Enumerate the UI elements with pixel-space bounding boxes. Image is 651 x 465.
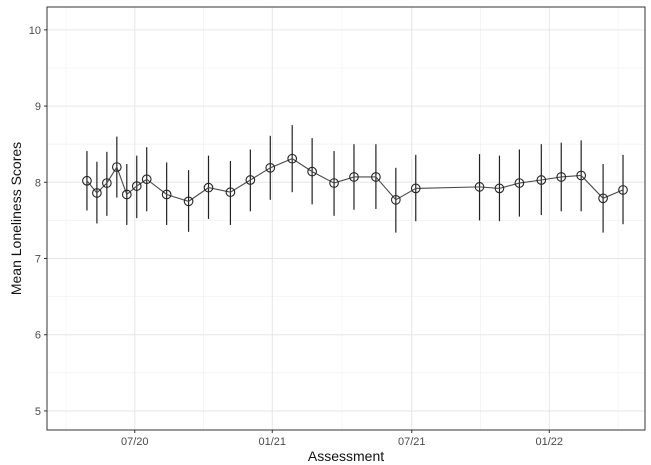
axes: 5 6 7 8 9 10 07/20 01/21 07/21 01/22	[29, 6, 646, 448]
data-point	[161, 189, 172, 200]
data-point	[494, 183, 505, 194]
data-point	[618, 185, 628, 195]
data-point	[102, 178, 112, 188]
data-point	[536, 175, 547, 185]
data-point	[349, 172, 359, 182]
series-line	[86, 158, 624, 202]
data-point	[287, 153, 298, 164]
data-point	[92, 188, 102, 198]
data-point	[141, 174, 152, 185]
data-point	[82, 175, 92, 186]
data-point	[410, 183, 421, 194]
data-point	[576, 170, 587, 181]
data-point	[111, 162, 122, 172]
y-tick-label: 8	[35, 177, 41, 189]
panel-border	[46, 6, 646, 431]
data-point	[183, 196, 194, 207]
x-tick-label: 07/21	[398, 436, 426, 448]
data-point	[225, 187, 236, 198]
data-point	[329, 178, 339, 188]
data-point	[121, 189, 132, 200]
grid-lines	[47, 7, 645, 430]
data-series	[82, 125, 628, 233]
data-point	[514, 178, 525, 188]
x-axis-title: Assessment	[308, 448, 384, 464]
data-point	[390, 194, 401, 205]
x-tick-label: 01/22	[536, 436, 564, 448]
data-point	[371, 172, 381, 182]
y-tick-label: 6	[35, 330, 41, 342]
y-tick-label: 5	[35, 406, 41, 418]
data-point	[598, 193, 608, 204]
data-point	[474, 182, 485, 192]
y-tick-label: 10	[29, 25, 41, 37]
x-tick-label: 01/21	[259, 436, 287, 448]
y-tick-label: 9	[35, 101, 41, 113]
data-point	[265, 162, 276, 173]
y-tick-label: 7	[35, 254, 41, 266]
y-axis-title: Mean Loneliness Scores	[8, 142, 24, 295]
x-tick-label: 07/20	[121, 436, 149, 448]
data-point	[131, 181, 142, 191]
data-point	[245, 175, 256, 185]
data-point	[203, 182, 214, 193]
data-point	[307, 166, 317, 177]
data-point	[556, 172, 567, 182]
